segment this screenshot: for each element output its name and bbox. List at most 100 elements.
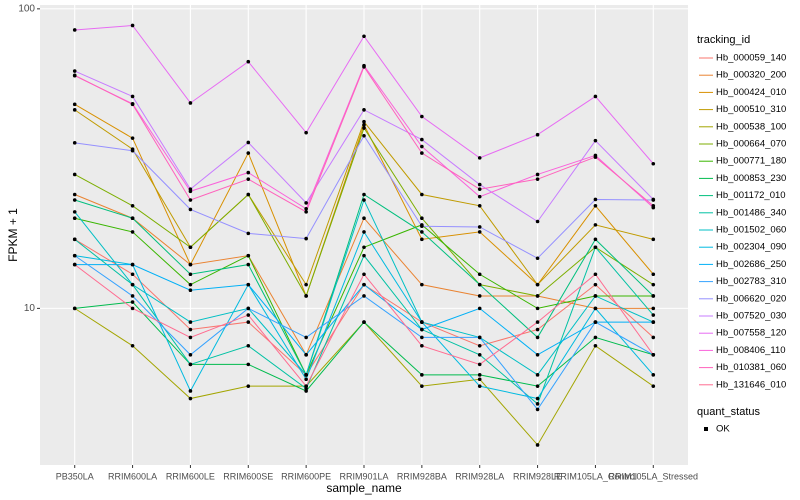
data-point: [362, 119, 366, 124]
y-tick-label: 10: [24, 303, 36, 314]
data-point: [246, 313, 251, 317]
data-point: [651, 352, 656, 357]
data-point: [420, 216, 424, 221]
legend-label: Hb_000424_010: [716, 87, 786, 98]
data-point: [651, 272, 656, 277]
y-axis-title: FPKM + 1: [6, 208, 20, 262]
data-point: [130, 136, 135, 140]
legend-label: Hb_007520_030: [716, 311, 786, 322]
x-tick-label: RRIM928BA: [397, 471, 447, 481]
data-point: [72, 262, 77, 267]
data-point: [304, 207, 308, 211]
data-point: [593, 344, 598, 348]
data-point: [593, 204, 598, 208]
data-point: [362, 216, 366, 221]
data-point: [188, 101, 193, 105]
data-point: [246, 262, 251, 267]
data-point: [651, 237, 656, 242]
data-point: [72, 192, 77, 197]
data-point: [535, 294, 540, 298]
data-point: [72, 172, 77, 177]
data-point: [535, 327, 540, 332]
data-point: [420, 373, 424, 377]
legend-label: Hb_006620_020: [716, 293, 786, 304]
data-point: [535, 402, 540, 406]
x-tick-label: RRIM928LE: [513, 471, 562, 481]
data-point: [304, 335, 308, 340]
data-point: [362, 123, 366, 127]
legend-label: Hb_002686_250: [716, 259, 786, 270]
data-point: [535, 306, 540, 311]
data-point: [593, 272, 598, 277]
data-point: [651, 282, 656, 287]
data-point: [420, 230, 424, 234]
x-tick-label: RRIM600SE: [223, 471, 273, 481]
data-point: [130, 230, 135, 234]
data-point: [130, 23, 135, 28]
data-point: [651, 197, 656, 202]
data-point: [130, 272, 135, 277]
data-point: [246, 151, 251, 155]
data-point: [420, 320, 424, 324]
data-point: [593, 282, 598, 287]
data-point: [477, 230, 482, 234]
data-point: [477, 344, 482, 348]
data-point: [420, 327, 424, 332]
data-point: [246, 177, 251, 181]
data-point: [535, 384, 540, 388]
data-point: [304, 201, 308, 205]
data-point: [130, 94, 135, 99]
data-point: [72, 306, 77, 311]
data-point: [651, 384, 656, 388]
data-point: [72, 237, 77, 242]
data-point: [130, 294, 135, 298]
data-point: [362, 34, 366, 39]
data-point: [304, 130, 308, 135]
data-point: [362, 198, 366, 202]
data-point: [362, 320, 366, 324]
data-point: [362, 272, 366, 277]
legend-label: Hb_131646_010: [716, 379, 786, 390]
data-point: [304, 294, 308, 298]
data-point: [477, 373, 482, 377]
data-point: [420, 237, 424, 242]
data-point: [651, 320, 656, 324]
x-tick-label: RRIM901LA: [339, 471, 388, 481]
x-tick-label: PB350LA: [56, 471, 94, 481]
data-point: [362, 108, 366, 112]
data-point: [593, 197, 598, 202]
data-point: [188, 288, 193, 292]
data-point: [477, 282, 482, 287]
legend-label: Hb_000538_100: [716, 121, 786, 132]
data-point: [477, 182, 482, 187]
data-point: [593, 138, 598, 143]
data-point: [130, 300, 135, 304]
legend-label: Hb_000771_180: [716, 156, 786, 167]
data-point: [188, 207, 193, 212]
data-point: [130, 262, 135, 267]
x-tick-label: RRIM105LA_Control: [554, 471, 637, 481]
x-axis-title: sample_name: [326, 481, 402, 495]
data-point: [420, 151, 424, 155]
data-point: [535, 219, 540, 224]
legend-label: Hb_001486_340: [716, 207, 786, 218]
y-tick-label: 100: [18, 3, 35, 14]
data-point: [72, 198, 77, 202]
x-tick-label: RRIM600LA: [108, 471, 157, 481]
data-point: [304, 384, 308, 388]
data-point: [188, 282, 193, 287]
data-point: [420, 344, 424, 348]
data-point: [188, 245, 193, 250]
data-point: [593, 245, 598, 250]
data-point: [188, 320, 193, 324]
data-point: [362, 133, 366, 138]
data-point: [246, 320, 251, 324]
data-point: [420, 224, 424, 229]
data-point: [246, 344, 251, 348]
data-point: [362, 253, 366, 258]
data-point: [188, 262, 193, 267]
data-point: [304, 282, 308, 287]
data-point: [362, 65, 366, 69]
data-point: [651, 313, 656, 317]
data-point: [362, 230, 366, 234]
